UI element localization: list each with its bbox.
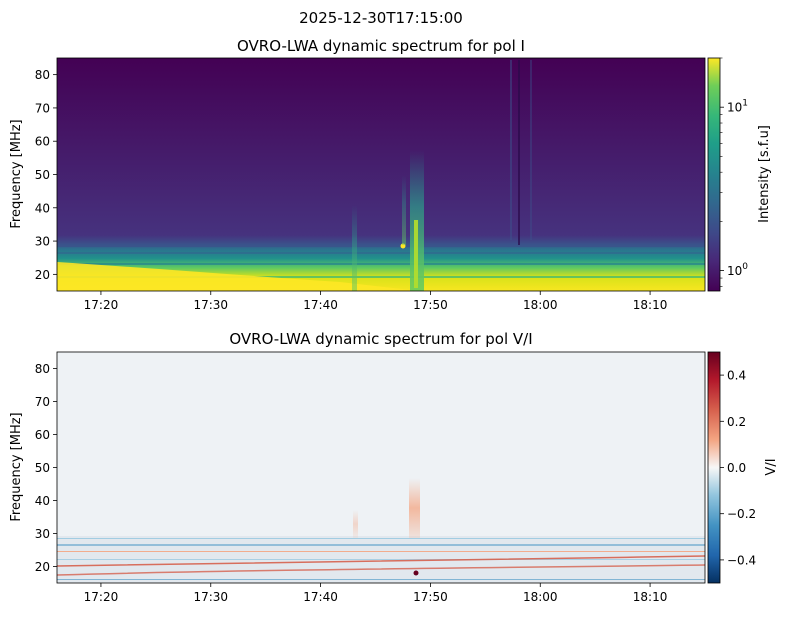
colorbar-tick-exp: 1 bbox=[742, 99, 748, 109]
colorbar-tick-label: 100 bbox=[727, 262, 748, 278]
colorbar-tick-label: −0.4 bbox=[727, 553, 756, 567]
panel-i-heatmap bbox=[57, 58, 705, 291]
figure-suptitle: 2025-12-30T17:15:00 bbox=[299, 9, 463, 27]
x-tick-label: 17:50 bbox=[413, 590, 448, 604]
y-tick-label: 40 bbox=[35, 494, 50, 508]
panel-vi-y-ticks: 20 30 40 50 60 70 80 bbox=[35, 362, 57, 574]
x-tick-label: 18:00 bbox=[523, 590, 558, 604]
panel-i-band-line bbox=[57, 252, 705, 254]
colorbar-tick-label: −0.2 bbox=[727, 507, 756, 521]
y-tick-label: 20 bbox=[35, 560, 50, 574]
panel-vi-band-line bbox=[57, 544, 705, 546]
x-tick-label: 17:50 bbox=[413, 298, 448, 312]
x-tick-label: 18:10 bbox=[633, 298, 668, 312]
x-tick-label: 17:30 bbox=[193, 298, 228, 312]
panel-i-colorbar-gradient bbox=[707, 57, 721, 292]
panel-vi-colorbar-gradient bbox=[707, 351, 721, 584]
panel-vi-title: OVRO-LWA dynamic spectrum for pol V/I bbox=[229, 330, 532, 348]
x-tick-label: 17:30 bbox=[193, 590, 228, 604]
colorbar-tick-label: 0.0 bbox=[727, 461, 746, 475]
panel-i-band-line bbox=[57, 276, 705, 278]
panel-vi-band-line bbox=[57, 579, 705, 580]
panel-pol-vi: OVRO-LWA dynamic spectrum for pol V/I 20… bbox=[9, 330, 779, 604]
y-tick-label: 80 bbox=[35, 68, 50, 82]
panel-i-band-line bbox=[57, 244, 705, 247]
x-tick-label: 17:40 bbox=[303, 298, 338, 312]
y-tick-label: 80 bbox=[35, 362, 50, 376]
panel-i-low-freq-emission bbox=[57, 262, 420, 291]
panel-vi-band-line bbox=[57, 538, 705, 539]
colorbar-tick-exp: 0 bbox=[742, 262, 748, 272]
panel-vi-band-line bbox=[57, 551, 705, 552]
panel-i-colorbar-label: Intensity [s.f.u] bbox=[757, 125, 772, 223]
panel-vi-drift-line bbox=[56, 555, 706, 567]
x-tick-label: 18:10 bbox=[633, 590, 668, 604]
y-tick-label: 20 bbox=[35, 268, 50, 282]
y-tick-label: 70 bbox=[35, 395, 50, 409]
y-tick-label: 30 bbox=[35, 527, 50, 541]
panel-vi-dark-spot bbox=[413, 570, 419, 576]
colorbar-tick-label: 101 bbox=[727, 99, 748, 115]
panel-i-burst-secondary bbox=[402, 175, 406, 245]
y-tick-label: 50 bbox=[35, 461, 50, 475]
panel-i-rfi-line bbox=[518, 60, 520, 245]
x-tick-label: 17:20 bbox=[84, 298, 119, 312]
panel-i-background bbox=[57, 58, 705, 291]
panel-i-x-ticks: 17:20 17:30 17:40 17:50 18:00 18:10 bbox=[84, 291, 668, 312]
panel-vi-ylabel: Frequency [MHz] bbox=[9, 412, 24, 521]
panel-i-burst-core bbox=[414, 220, 418, 288]
panel-i-rfi-line bbox=[530, 60, 532, 240]
y-tick-label: 60 bbox=[35, 135, 50, 149]
colorbar-tick-label: 0.2 bbox=[727, 415, 746, 429]
panel-vi-colorbar-label: V/I bbox=[764, 458, 779, 475]
panel-i-y-ticks: 20 30 40 50 60 70 80 bbox=[35, 68, 57, 282]
panel-vi-drift-line bbox=[56, 564, 706, 576]
x-tick-label: 17:40 bbox=[303, 590, 338, 604]
panel-i-ylabel: Frequency [MHz] bbox=[9, 119, 24, 228]
panel-i-rfi-line bbox=[510, 60, 512, 240]
panel-vi-x-ticks: 17:20 17:30 17:40 17:50 18:00 18:10 bbox=[84, 583, 668, 604]
panel-i-burst-secondary bbox=[352, 205, 357, 291]
x-tick-label: 17:20 bbox=[84, 590, 119, 604]
panel-vi-colorbar: 0.4 0.2 0.0 −0.2 −0.4 V/I bbox=[707, 351, 779, 584]
y-tick-label: 70 bbox=[35, 101, 50, 115]
panel-i-band-line bbox=[57, 263, 705, 265]
panel-vi-burst bbox=[409, 478, 420, 538]
panel-vi-heatmap bbox=[56, 352, 706, 583]
colorbar-tick-base: 10 bbox=[727, 264, 742, 278]
panel-i-title: OVRO-LWA dynamic spectrum for pol I bbox=[237, 37, 525, 55]
colorbar-tick-base: 10 bbox=[727, 101, 742, 115]
y-tick-label: 30 bbox=[35, 235, 50, 249]
x-tick-label: 18:00 bbox=[523, 298, 558, 312]
panel-vi-band-line bbox=[57, 559, 705, 560]
colorbar-tick-label: 0.4 bbox=[727, 369, 746, 383]
panel-vi-burst-secondary bbox=[353, 510, 358, 538]
y-tick-label: 40 bbox=[35, 201, 50, 215]
y-tick-label: 50 bbox=[35, 168, 50, 182]
y-tick-label: 60 bbox=[35, 428, 50, 442]
panel-vi-colorbar-ticks: 0.4 0.2 0.0 −0.2 −0.4 bbox=[720, 369, 756, 567]
panel-pol-i: OVRO-LWA dynamic spectrum for pol I 20 30… bbox=[9, 37, 772, 312]
